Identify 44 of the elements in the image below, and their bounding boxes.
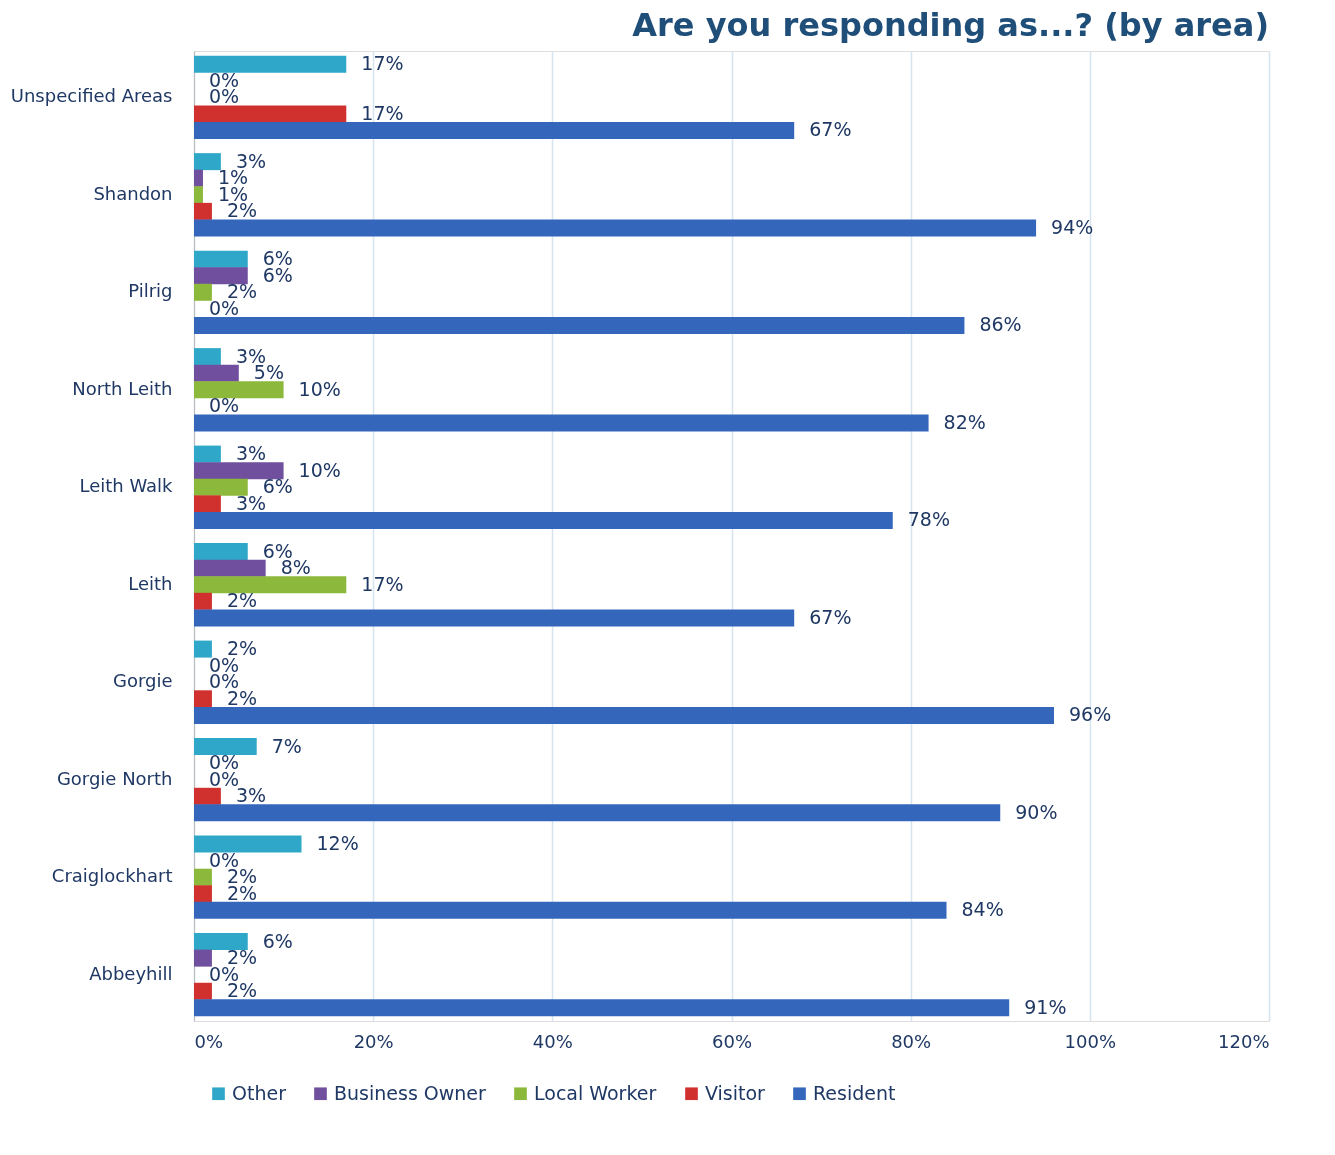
data-label: 10%: [298, 377, 341, 400]
y-tick-label: Abbeyhill: [89, 962, 173, 984]
x-tick-label: 120%: [1218, 1030, 1270, 1052]
legend-label: Visitor: [705, 1081, 766, 1104]
y-tick-label: Gorgie North: [56, 767, 173, 789]
data-label: 10%: [298, 458, 341, 481]
y-tick-label: Leith: [128, 572, 173, 594]
x-tick-label: 100%: [1064, 1030, 1117, 1052]
data-label: 91%: [1024, 995, 1067, 1018]
chart-title: Are you responding as...? (by area): [632, 6, 1269, 44]
y-tick-label: Gorgie: [112, 670, 173, 692]
legend-label: Business Owner: [334, 1081, 487, 1104]
x-tick-label: 80%: [891, 1030, 932, 1052]
legend-label: Other: [232, 1081, 287, 1104]
data-label: 2%: [226, 589, 258, 612]
x-tick-label: 40%: [532, 1030, 573, 1052]
y-tick-label: Leith Walk: [79, 475, 174, 497]
data-label: 7%: [271, 734, 302, 757]
data-label: 86%: [979, 313, 1022, 336]
data-label: 67%: [809, 118, 852, 141]
data-label: 17%: [361, 52, 404, 75]
data-label: 94%: [1051, 215, 1094, 238]
y-tick-label: Craiglockhart: [51, 865, 173, 887]
legend-label: Local Worker: [534, 1081, 657, 1104]
data-label: 82%: [943, 410, 986, 433]
data-label: 78%: [907, 508, 950, 531]
y-tick-label: North Leith: [72, 377, 173, 399]
y-tick-label: Unspecified Areas: [10, 85, 173, 107]
data-label: 6%: [262, 929, 293, 952]
data-label: 96%: [1069, 703, 1112, 726]
x-tick-label: 60%: [711, 1030, 753, 1052]
x-tick-label: 0%: [194, 1030, 224, 1052]
data-label: 90%: [1015, 800, 1058, 823]
y-tick-label: Shandon: [93, 182, 173, 204]
y-tick-label: Pilrig: [128, 280, 173, 302]
data-label: 67%: [809, 605, 852, 628]
data-label: 17%: [361, 101, 404, 124]
data-label: 17%: [361, 572, 404, 595]
data-label: 12%: [316, 832, 359, 855]
x-tick-label: 20%: [353, 1030, 394, 1052]
data-label: 0%: [209, 394, 240, 417]
data-label: 84%: [961, 898, 1004, 921]
data-label: 3%: [235, 442, 267, 465]
legend-label: Resident: [813, 1081, 896, 1104]
